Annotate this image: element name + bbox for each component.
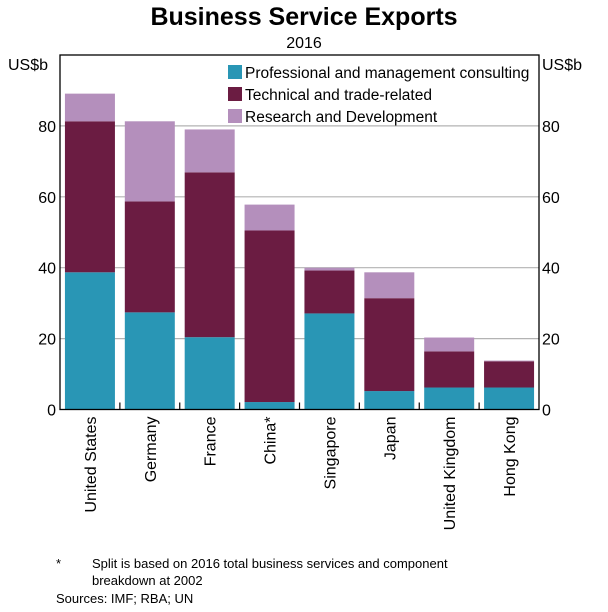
chart-subtitle: 2016 (286, 35, 322, 52)
bar-segment-technical (124, 201, 175, 313)
footnote-marker: * (56, 556, 62, 571)
y-tick-label-left: 80 (38, 119, 56, 136)
bar-segment-professional (484, 387, 535, 410)
bar-segment-technical (244, 230, 295, 403)
bar-segment-professional (244, 402, 295, 410)
legend-label: Professional and management consulting (245, 65, 529, 82)
legend-label: Research and Development (245, 109, 438, 126)
bar-segment-research (424, 337, 475, 352)
bar-segment-research (244, 204, 295, 231)
y-tick-label-right: 40 (542, 261, 560, 278)
legend: Professional and management consulting Te… (228, 65, 529, 126)
bar-segment-technical (484, 361, 535, 388)
y-axis-unit-left: US$b (8, 57, 48, 74)
bar-segment-technical (364, 298, 415, 392)
legend-swatch (228, 65, 242, 79)
bar-segment-professional (184, 337, 235, 410)
bar-segment-research (304, 267, 355, 271)
x-category-label: Singapore (322, 416, 339, 489)
legend-swatch (228, 109, 242, 123)
bar-segment-professional (124, 312, 175, 410)
bar-segment-technical (304, 270, 355, 314)
x-category-label: United Kingdom (442, 417, 459, 531)
bar-segment-professional (64, 272, 115, 410)
bars (64, 93, 535, 410)
y-tick-label-left: 60 (38, 190, 56, 207)
legend-swatch (228, 87, 242, 101)
chart-title: Business Service Exports (150, 3, 457, 31)
x-category-label: France (203, 416, 220, 466)
x-category-label: Germany (143, 417, 160, 483)
bar-segment-professional (304, 313, 355, 410)
bar-segment-research (64, 93, 115, 122)
y-tick-label-right: 20 (542, 332, 560, 349)
x-category-label: Hong Kong (502, 417, 519, 497)
x-axis-ticks (119, 402, 480, 410)
x-category-label: China* (263, 417, 280, 465)
footnote-text: Split is based on 2016 total business se… (92, 556, 448, 588)
y-tick-label-right: 60 (542, 190, 560, 207)
sources: Sources: IMF; RBA; UN (56, 591, 194, 606)
bar-segment-technical (64, 121, 115, 273)
bar-segment-technical (424, 351, 475, 388)
y-tick-label-left: 40 (38, 261, 56, 278)
bar-segment-professional (364, 391, 415, 410)
bar-segment-research (364, 272, 415, 299)
y-axis-labels: 0 0 20 20 40 40 60 60 80 80 (38, 119, 560, 420)
x-category-label: Japan (382, 417, 399, 461)
bar-segment-research (124, 121, 175, 202)
legend-label: Technical and trade-related (245, 87, 432, 104)
x-category-label: United States (83, 417, 100, 513)
bar-segment-professional (424, 387, 475, 410)
y-tick-label-right: 0 (542, 403, 551, 420)
x-axis-labels: United States Germany France China* Singapor… (83, 416, 519, 530)
y-tick-label-left: 20 (38, 332, 56, 349)
bar-segment-technical (184, 172, 235, 338)
bar-segment-research (184, 129, 235, 173)
y-tick-label-left: 0 (47, 403, 56, 420)
y-axis-unit-right: US$b (542, 57, 582, 74)
y-tick-label-right: 80 (542, 119, 560, 136)
bar-segment-research (484, 360, 535, 362)
